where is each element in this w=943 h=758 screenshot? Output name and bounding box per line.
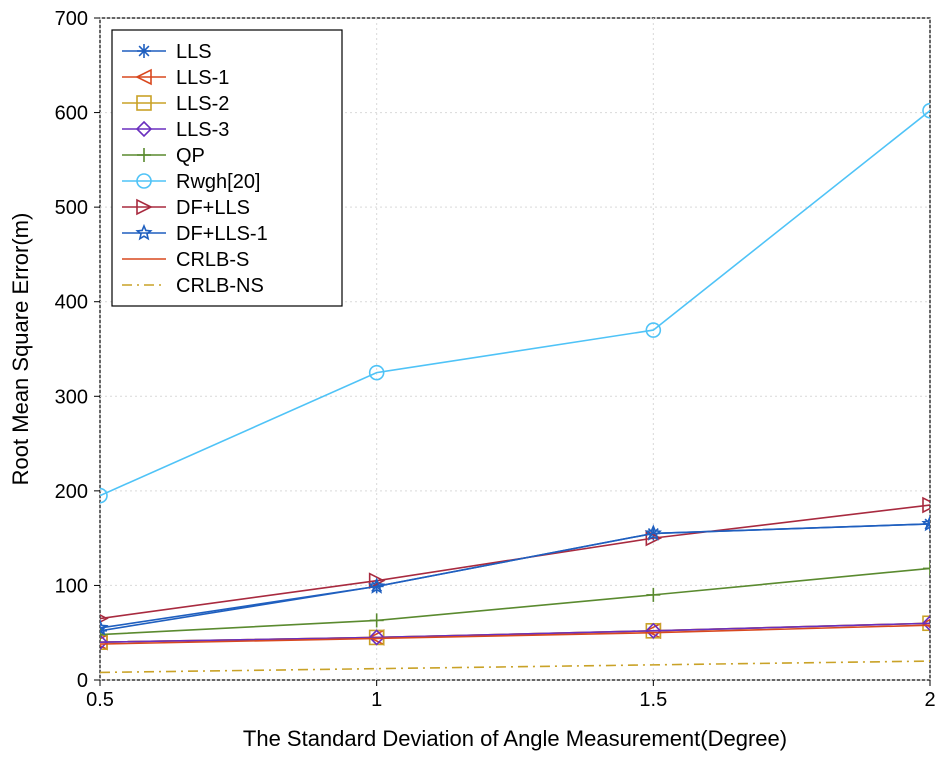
y-tick-label: 100 xyxy=(55,575,88,597)
legend-item-LLS-2: LLS-2 xyxy=(176,93,229,115)
x-tick-label: 1.5 xyxy=(639,689,667,711)
x-tick-label: 0.5 xyxy=(86,689,114,711)
legend-item-CRLB-S: CRLB-S xyxy=(176,249,249,271)
legend-item-LLS-1: LLS-1 xyxy=(176,67,229,89)
legend-item-DF+LLS: DF+LLS xyxy=(176,197,250,219)
x-axis-label: The Standard Deviation of Angle Measurem… xyxy=(243,726,787,751)
legend-item-LLS: LLS xyxy=(176,41,212,63)
legend: LLS LLS-1 LLS-2 LLS-3 QP Rwgh[20] DF+LLS DF+LLS… xyxy=(112,30,342,306)
legend-item-Rwgh: Rwgh[20] xyxy=(176,171,261,193)
y-axis-label: Root Mean Square Error(m) xyxy=(8,213,33,486)
legend-item-QP: QP xyxy=(176,145,205,167)
x-tick-label: 1 xyxy=(371,689,382,711)
line-chart: 0.5 1 1.5 2 0 100 200 300 400 500 600 700 The Standa… xyxy=(0,0,943,758)
y-tick-label: 0 xyxy=(77,670,88,692)
y-tick-label: 500 xyxy=(55,197,88,219)
legend-item-DF+LLS-1: DF+LLS-1 xyxy=(176,223,268,245)
x-tick-label: 2 xyxy=(924,689,935,711)
legend-item-CRLB-NS: CRLB-NS xyxy=(176,275,264,297)
y-tick-label: 400 xyxy=(55,292,88,314)
y-tick-label: 200 xyxy=(55,481,88,503)
chart-container: 0.5 1 1.5 2 0 100 200 300 400 500 600 700 The Standa… xyxy=(0,0,943,758)
y-tick-label: 700 xyxy=(55,8,88,30)
y-tick-label: 600 xyxy=(55,103,88,125)
legend-item-LLS-3: LLS-3 xyxy=(176,119,229,141)
y-tick-label: 300 xyxy=(55,386,88,408)
